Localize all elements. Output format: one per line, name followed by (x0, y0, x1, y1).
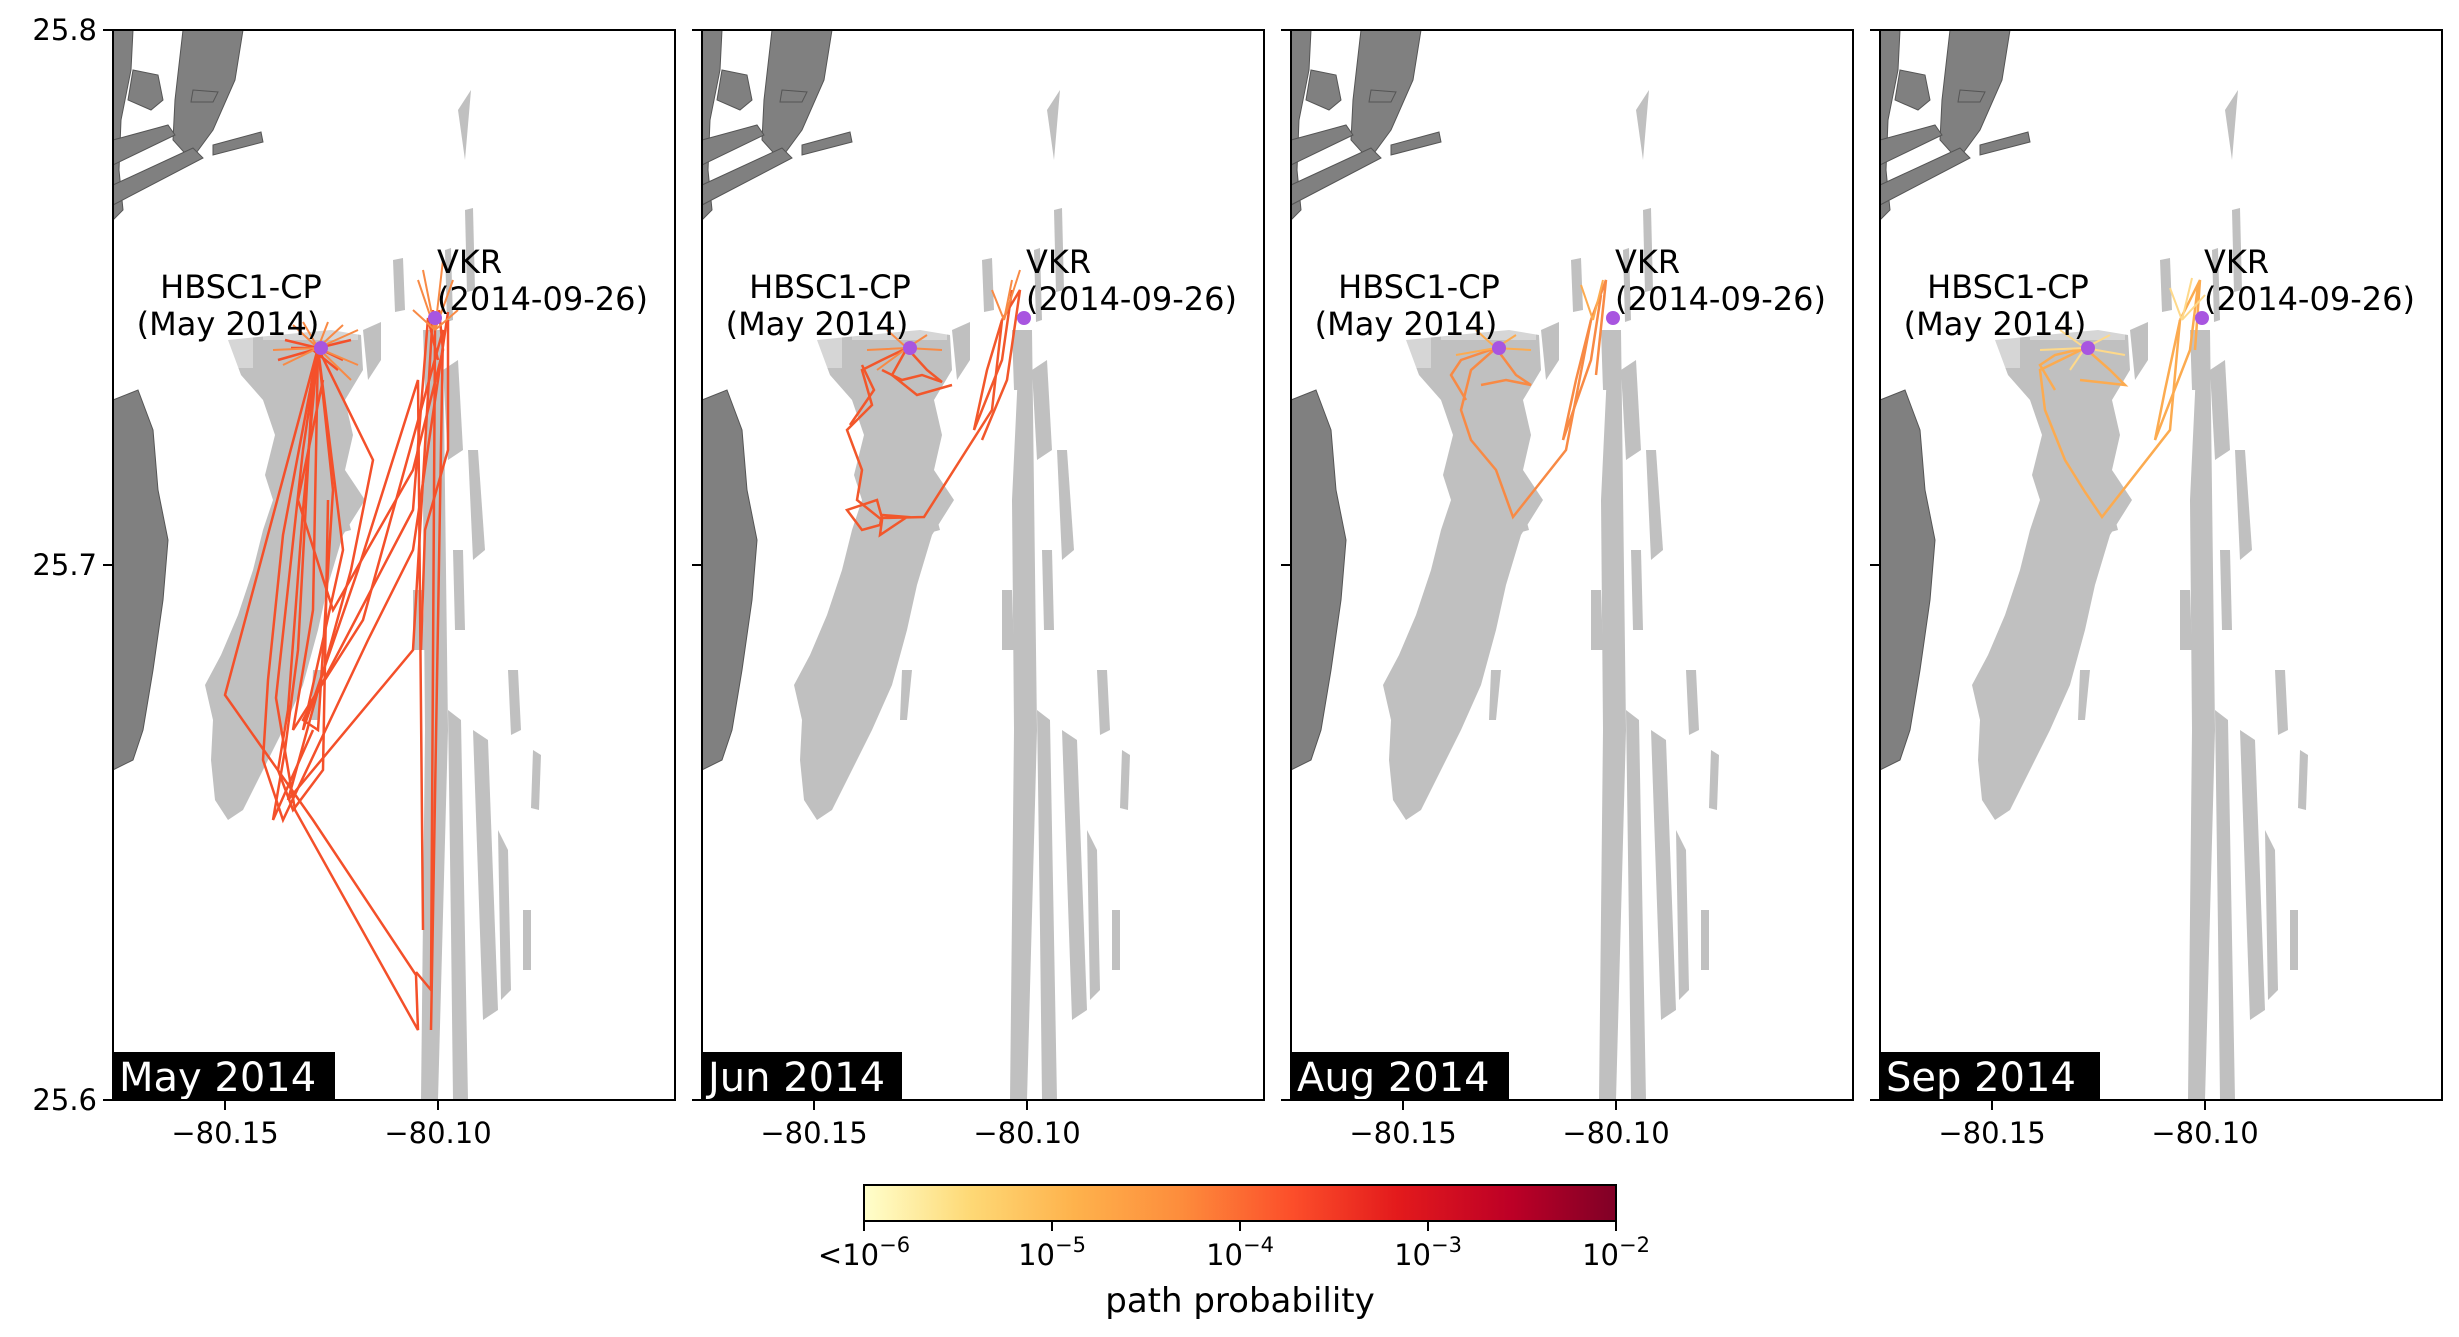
origin-site-name: HBSC1-CP (160, 268, 322, 306)
fan-paths (2039, 277, 2206, 371)
colorbar-tick-label: 10−3 (1394, 1233, 1462, 1272)
axis-ticks (1870, 29, 2206, 1110)
colorbar-ticks (863, 1221, 1617, 1231)
panel-aug-2014: HBSC1-CP (May 2014) VKR (2014-09-26) Aug… (1281, 29, 1854, 1150)
month-label: May 2014 (119, 1055, 316, 1101)
origin-site-date: (May 2014) (1315, 305, 1498, 343)
month-label: Jun 2014 (705, 1055, 885, 1101)
origin-site-date: (May 2014) (137, 305, 320, 343)
colorbar-tick-label: <10−6 (818, 1233, 910, 1272)
colorbar: <10−6 10−5 10−4 10−3 10−2 path probabili… (818, 1184, 1650, 1321)
origin-site-marker (2081, 341, 2095, 355)
connectivity-paths (2038, 279, 2202, 520)
y-tick-label: 25.6 (32, 1083, 97, 1117)
y-tick-label: 25.8 (32, 13, 97, 47)
month-label-box (1291, 1052, 1509, 1100)
fan-paths (272, 259, 459, 381)
origin-site-name: HBSC1-CP (749, 268, 911, 306)
month-label: Aug 2014 (1297, 1055, 1490, 1101)
x-tick-label: −80.15 (1349, 1116, 1456, 1150)
colorbar-tick-label: 10−2 (1582, 1233, 1650, 1272)
origin-site-name: HBSC1-CP (1927, 268, 2089, 306)
connectivity-paths (1449, 279, 1608, 520)
origin-site-marker (314, 341, 328, 355)
y-tick-label: 25.7 (32, 548, 97, 582)
panel-sep-2014: HBSC1-CP (May 2014) VKR (2014-09-26) Sep… (1870, 29, 2443, 1150)
destination-site-name: VKR (437, 243, 502, 281)
origin-site-marker (1492, 341, 1506, 355)
origin-site-date: (May 2014) (1904, 305, 2087, 343)
x-tick-label: −80.15 (760, 1116, 867, 1150)
colorbar-label: path probability (1105, 1281, 1375, 1321)
x-tick-label: −80.15 (171, 1116, 278, 1150)
month-label: Sep 2014 (1886, 1055, 2076, 1101)
destination-site-name: VKR (1026, 243, 1091, 281)
fan-paths (1455, 279, 1604, 356)
x-tick-label: −80.10 (384, 1116, 491, 1150)
x-tick-label: −80.10 (2151, 1116, 2258, 1150)
origin-site-marker (903, 341, 917, 355)
colorbar-tick-label: 10−5 (1018, 1233, 1086, 1272)
destination-site-name: VKR (1615, 243, 1680, 281)
month-label-box (702, 1052, 902, 1100)
destination-site-date: (2014-09-26) (1615, 280, 1826, 318)
destination-site-marker (1606, 311, 1620, 325)
destination-site-marker (1017, 311, 1031, 325)
origin-site-date: (May 2014) (726, 305, 909, 343)
fan-paths (866, 269, 1021, 371)
x-tick-label: −80.10 (973, 1116, 1080, 1150)
destination-site-date: (2014-09-26) (1026, 280, 1237, 318)
destination-site-date: (2014-09-26) (2204, 280, 2415, 318)
destination-site-date: (2014-09-26) (437, 280, 648, 318)
colorbar-tick-label: 10−4 (1206, 1233, 1274, 1272)
destination-site-name: VKR (2204, 243, 2269, 281)
panel-may-2014: HBSC1-CP (May 2014) VKR (2014-09-26) May… (32, 13, 676, 1150)
month-label-box (1880, 1052, 2100, 1100)
month-label-box (113, 1052, 335, 1100)
x-tick-label: −80.15 (1938, 1116, 2045, 1150)
axis-ticks (1281, 29, 1617, 1110)
origin-site-name: HBSC1-CP (1338, 268, 1500, 306)
connectivity-paths (844, 289, 1022, 538)
colorbar-bar (863, 1184, 1617, 1222)
panel-jun-2014: HBSC1-CP (May 2014) VKR (2014-09-26) Jun… (692, 29, 1265, 1150)
axis-ticks (103, 29, 439, 1110)
destination-site-marker (2195, 311, 2209, 325)
destination-site-marker (428, 311, 442, 325)
axis-ticks (692, 29, 1028, 1110)
x-tick-label: −80.10 (1562, 1116, 1669, 1150)
